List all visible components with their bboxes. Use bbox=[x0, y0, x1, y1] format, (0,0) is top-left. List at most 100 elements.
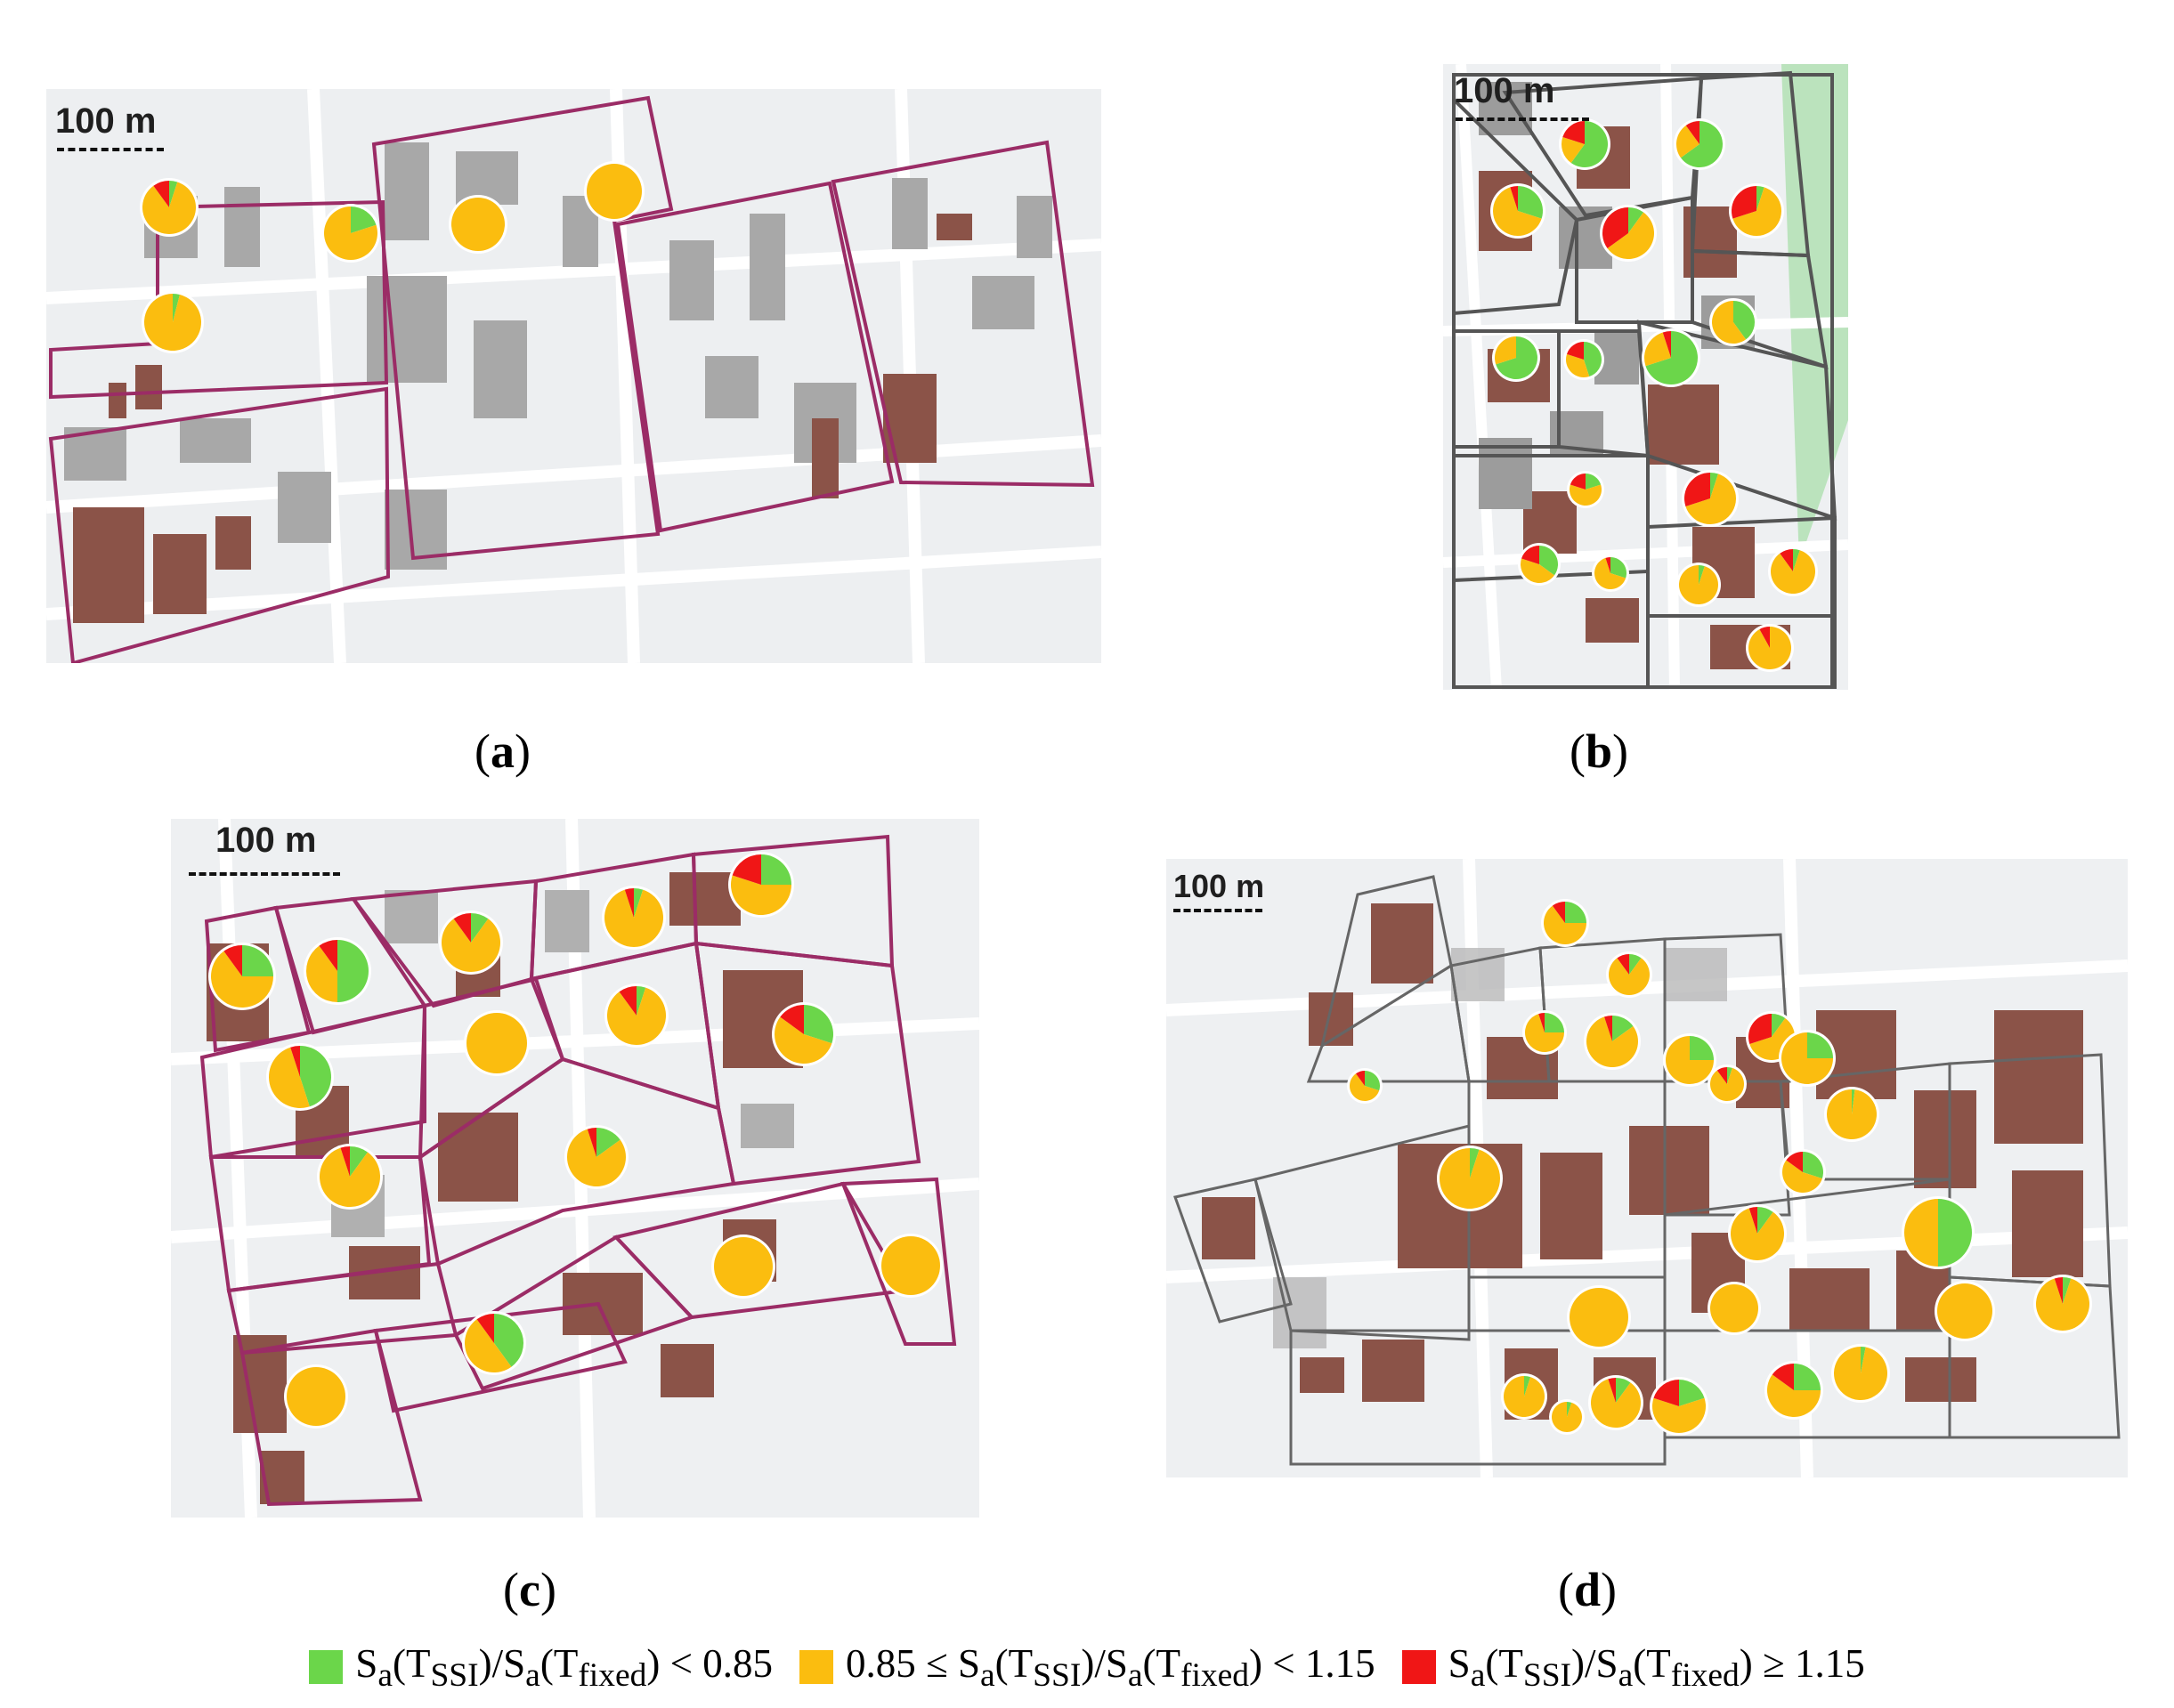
pie-b-11 bbox=[1682, 470, 1739, 527]
pie-slice-yellow bbox=[1607, 212, 1654, 259]
pie-slice-green bbox=[1756, 186, 1764, 211]
pie-slice-yellow bbox=[1834, 1347, 1888, 1400]
pie-slice-red bbox=[153, 181, 169, 207]
pie-slice-green bbox=[1938, 1199, 1972, 1267]
caption-b: (b) bbox=[1570, 724, 1629, 778]
pie-slice-red bbox=[1617, 954, 1629, 975]
pie-d-10 bbox=[1824, 1087, 1879, 1142]
pie-slice-green bbox=[1565, 902, 1586, 923]
pie-slice-green bbox=[1628, 207, 1644, 233]
pie-d-3 bbox=[1522, 1010, 1567, 1055]
pie-d-24 bbox=[1831, 1344, 1890, 1403]
pie-slice-green bbox=[1518, 186, 1543, 219]
pie-b-12 bbox=[1518, 543, 1561, 586]
pie-slice-green bbox=[804, 1005, 833, 1044]
pie-d-6 bbox=[1663, 1033, 1716, 1087]
pie-slice-green bbox=[1772, 1014, 1786, 1037]
pie-slice-yellow bbox=[466, 1013, 527, 1073]
pie-slice-yellow bbox=[1495, 336, 1516, 365]
pie-slice-yellow bbox=[1781, 1032, 1833, 1084]
pie-c-4 bbox=[602, 886, 666, 950]
pie-slice-red bbox=[1602, 207, 1628, 249]
pie-c-8 bbox=[604, 984, 669, 1048]
caption-letter-d: d bbox=[1573, 1563, 1602, 1616]
pie-slice-yellow bbox=[269, 1047, 310, 1108]
scale-bar-d bbox=[1173, 909, 1262, 912]
scale-bar-c bbox=[189, 872, 340, 876]
pie-slice-green bbox=[1586, 474, 1602, 490]
pie-slice-yellow bbox=[604, 889, 663, 947]
pie-d-11 bbox=[1437, 1145, 1503, 1211]
pie-slice-yellow bbox=[587, 164, 642, 219]
pie-slice-red bbox=[1605, 557, 1610, 573]
legend-swatch-red bbox=[1401, 1650, 1436, 1684]
pie-slice-yellow bbox=[1644, 332, 1671, 367]
pie-slice-green bbox=[637, 986, 646, 1016]
pie-slice-red bbox=[1552, 902, 1565, 923]
pie-b-3 bbox=[1490, 183, 1545, 239]
pie-slice-yellow bbox=[1679, 565, 1718, 605]
pie-c-14 bbox=[462, 1311, 526, 1375]
pie-slice-green bbox=[350, 1146, 368, 1177]
pie-slice-green bbox=[242, 945, 273, 976]
pie-slice-yellow bbox=[1562, 136, 1585, 164]
map-panel-b: 100 m bbox=[1443, 64, 1848, 690]
legend-swatch-yellow bbox=[799, 1650, 833, 1684]
map-a bbox=[46, 89, 1101, 663]
pie-b-10 bbox=[1567, 471, 1604, 508]
pie-slice-red bbox=[1684, 473, 1710, 506]
pie-slice-yellow bbox=[1685, 474, 1736, 524]
pie-a-2 bbox=[321, 204, 380, 263]
caption-d: (d) bbox=[1558, 1563, 1618, 1616]
pie-c-10 bbox=[317, 1144, 383, 1210]
pie-slice-yellow bbox=[1586, 1016, 1638, 1067]
pie-slice-green bbox=[1733, 301, 1755, 340]
pie-slice-red bbox=[1662, 331, 1671, 358]
pie-slice-red bbox=[1780, 549, 1793, 571]
legend: Sa(TSSI)/Sa(Tfixed) < 0.85 0.85 ≤ Sa(TSS… bbox=[0, 1636, 2174, 1698]
pie-slice-yellow bbox=[1771, 550, 1815, 594]
pie-slice-yellow bbox=[775, 1016, 832, 1064]
pie-c-1 bbox=[208, 943, 276, 1010]
pie-slice-red bbox=[340, 1146, 350, 1177]
pie-slice-yellow bbox=[567, 1129, 626, 1186]
pie-slice-yellow bbox=[1552, 1402, 1582, 1432]
pie-slice-yellow bbox=[1544, 905, 1586, 944]
pie-slice-yellow bbox=[1710, 1067, 1744, 1101]
pie-slice-yellow bbox=[324, 206, 378, 261]
pie-d-18 bbox=[1935, 1281, 1995, 1341]
pie-slice-green bbox=[1610, 557, 1626, 579]
pie-slice-yellow bbox=[1937, 1283, 1992, 1339]
pie-b-16 bbox=[1746, 624, 1794, 672]
pie-d-22 bbox=[1650, 1377, 1708, 1436]
pie-slice-green bbox=[1612, 1016, 1634, 1041]
pie-c-15 bbox=[284, 1364, 348, 1429]
pie-slice-green bbox=[1807, 1032, 1833, 1058]
pie-slice-yellow bbox=[1521, 558, 1554, 584]
map-b bbox=[1443, 64, 1848, 690]
pie-slice-green bbox=[1470, 1148, 1480, 1178]
pie-c-5 bbox=[728, 852, 794, 918]
pie-slice-red bbox=[780, 1005, 804, 1034]
pie-slice-yellow bbox=[1710, 1284, 1758, 1332]
pie-slice-yellow bbox=[1731, 1208, 1784, 1260]
pie-b-6 bbox=[1709, 298, 1757, 346]
pie-slice-green bbox=[1365, 1071, 1380, 1091]
pie-slice-green bbox=[1727, 1067, 1732, 1084]
legend-text-low: Sa(TSSI)/Sa(Tfixed) < 0.85 bbox=[355, 1640, 773, 1694]
pie-slice-red bbox=[1653, 1380, 1679, 1406]
pie-slice-red bbox=[1685, 121, 1699, 144]
pie-slice-yellow bbox=[1676, 125, 1699, 158]
pie-slice-yellow bbox=[287, 1367, 345, 1426]
legend-item-low: Sa(TSSI)/Sa(Tfixed) < 0.85 bbox=[309, 1640, 773, 1695]
pie-b-7 bbox=[1492, 334, 1540, 382]
pie-a-1 bbox=[140, 178, 199, 237]
pie-slice-yellow bbox=[1827, 1089, 1877, 1139]
pie-a-5 bbox=[142, 291, 204, 353]
pie-slice-yellow bbox=[881, 1236, 940, 1295]
scale-label-c: 100 m bbox=[215, 821, 317, 860]
pie-b-1 bbox=[1559, 118, 1610, 170]
pie-slice-red bbox=[2054, 1277, 2063, 1304]
pie-slice-green bbox=[1545, 1013, 1564, 1032]
pie-slice-red bbox=[1748, 1207, 1757, 1234]
